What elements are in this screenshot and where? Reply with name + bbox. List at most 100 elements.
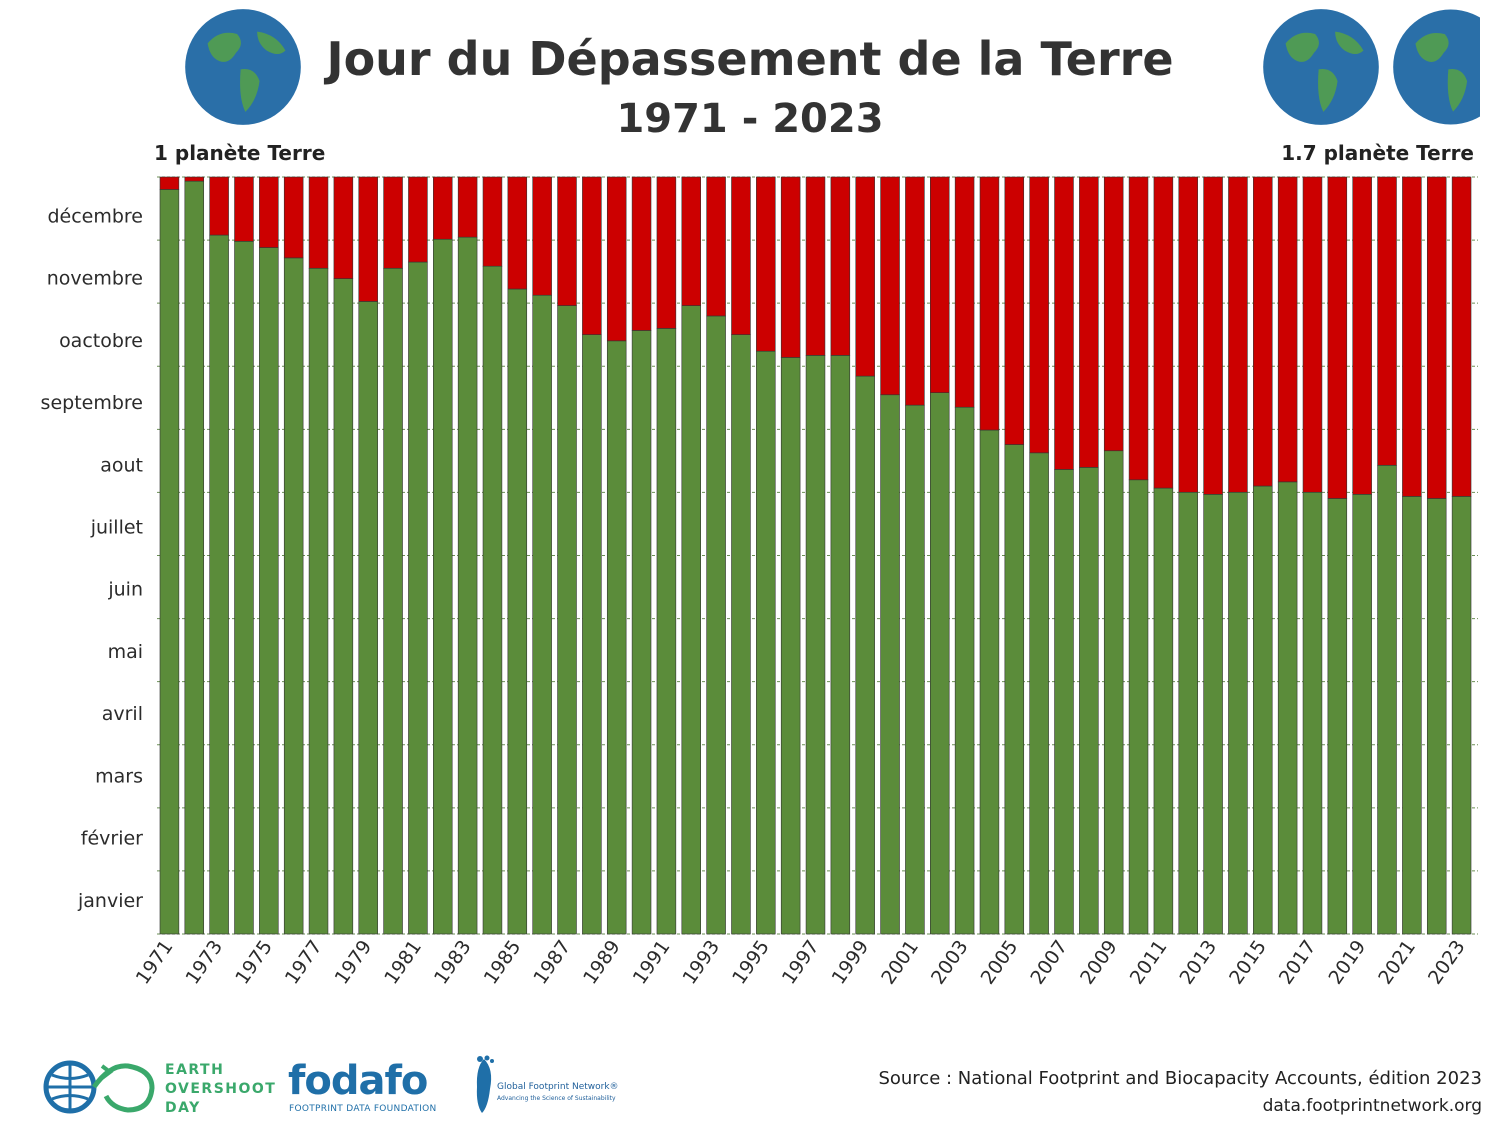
bar-green-1975 (259, 247, 279, 935)
bar-green-2023 (1451, 496, 1472, 935)
bar-red-2006 (1029, 176, 1049, 454)
bar-red-2013 (1203, 176, 1223, 495)
bar-green-1982 (433, 238, 453, 935)
bar-green-2008 (1079, 467, 1099, 935)
bar-green-1990 (631, 330, 652, 935)
bar-green-2019 (1352, 494, 1372, 935)
bar-green-1995 (756, 350, 776, 935)
x-tick-label: 1983 (430, 936, 476, 988)
x-tick-label: 1975 (231, 936, 277, 988)
bar-green-1983 (457, 236, 478, 935)
bar-red-2015 (1253, 176, 1273, 487)
bar-red-1981 (408, 176, 428, 263)
x-tick-label: 2019 (1325, 936, 1371, 988)
earth-overshoot-day-logo-icon (43, 1060, 155, 1114)
bar-red-1989 (606, 176, 627, 342)
bar-green-1972 (184, 180, 205, 935)
bar-green-1993 (706, 315, 726, 935)
bar-red-1985 (507, 176, 528, 290)
partial-earth-globe-icon (1393, 9, 1480, 125)
left-planet-note: 1 planète Terre (154, 141, 326, 165)
x-tick-label: 1997 (778, 936, 824, 988)
x-tick-label: 1973 (181, 936, 227, 988)
bar-red-1992 (681, 176, 701, 306)
y-tick-label: oactobre (59, 330, 143, 352)
fodafo-logo-subtitle: FOOTPRINT DATA FOUNDATION (289, 1104, 437, 1114)
bar-red-2018 (1327, 176, 1348, 499)
x-tick-label: 2017 (1275, 936, 1321, 988)
bar-red-1996 (780, 176, 801, 358)
x-tick-label: 1989 (579, 936, 625, 988)
bar-green-1974 (234, 240, 254, 935)
bar-red-1972 (184, 176, 205, 182)
bar-red-2005 (1004, 176, 1025, 445)
chart-title: Jour du Dépassement de la Terre (326, 32, 1174, 86)
x-tick-label: 1971 (132, 936, 178, 988)
y-tick-label: aout (100, 454, 143, 476)
fodafo-logo-text: fodafo (288, 1058, 428, 1104)
bar-green-2002 (930, 392, 950, 935)
bar-green-2012 (1178, 491, 1198, 935)
bar-green-2013 (1203, 494, 1223, 935)
bar-green-2005 (1004, 444, 1025, 935)
bar-green-2015 (1253, 485, 1273, 935)
bar-green-1987 (557, 305, 577, 935)
bar-red-2017 (1302, 176, 1323, 493)
bar-green-1999 (855, 375, 875, 935)
bar-green-1977 (308, 267, 329, 935)
gfn-logo-subtitle: Advancing the Science of Sustainability (497, 1095, 616, 1102)
bar-green-1976 (283, 257, 304, 935)
bar-green-1979 (358, 301, 378, 935)
bar-green-2003 (954, 406, 975, 935)
bar-red-2008 (1079, 176, 1099, 468)
bar-green-1998 (830, 355, 851, 935)
source-text: Source : National Footprint and Biocapac… (878, 1068, 1482, 1089)
y-tick-label: avril (102, 703, 143, 725)
bar-red-1982 (433, 176, 453, 240)
bar-red-1983 (457, 176, 478, 238)
x-tick-label: 1981 (380, 936, 426, 988)
bar-red-1979 (358, 176, 378, 302)
bar-green-2000 (880, 394, 900, 935)
bar-green-1973 (209, 234, 229, 935)
bar-red-1975 (259, 176, 279, 248)
bar-green-1980 (383, 267, 403, 935)
bar-red-2016 (1277, 176, 1298, 483)
bar-green-1989 (606, 340, 627, 935)
x-tick-label: 1991 (629, 936, 675, 988)
bar-green-2010 (1128, 479, 1149, 935)
gfn-logo-text: Global Footprint Network® (497, 1082, 619, 1092)
x-tick-label: 2013 (1175, 936, 1221, 988)
bar-red-1993 (706, 176, 726, 317)
bar-red-2011 (1153, 176, 1174, 489)
bar-red-1986 (532, 176, 552, 296)
x-tick-label: 1999 (828, 936, 874, 988)
bar-red-1999 (855, 176, 875, 377)
bar-red-1990 (631, 176, 652, 331)
bar-red-2021 (1402, 176, 1422, 497)
bar-green-2006 (1029, 452, 1049, 935)
x-tick-label: 2021 (1374, 936, 1420, 988)
y-tick-label: janvier (77, 890, 143, 912)
bar-green-2020 (1377, 464, 1397, 935)
bar-red-2000 (880, 176, 900, 396)
x-tick-label: 2003 (927, 936, 973, 988)
y-tick-label: juillet (90, 517, 143, 539)
bar-green-1992 (681, 305, 701, 935)
earth-overshoot-day-logo-text: EARTH OVERSHOOT DAY (165, 1062, 277, 1116)
chart-subtitle: 1971 - 2023 (616, 96, 884, 142)
bar-green-2018 (1327, 498, 1348, 935)
bar-green-2017 (1302, 491, 1323, 935)
source-url: data.footprintnetwork.org (1262, 1096, 1482, 1116)
bar-green-2016 (1277, 481, 1298, 935)
bar-red-1998 (830, 176, 851, 356)
bar-green-2011 (1153, 487, 1174, 935)
bar-red-2002 (930, 176, 950, 393)
x-tick-label: 2023 (1424, 936, 1470, 988)
bar-red-1974 (234, 176, 254, 242)
x-tick-label: 1977 (281, 936, 327, 988)
bar-red-2019 (1352, 176, 1372, 495)
bar-red-2012 (1178, 176, 1198, 493)
bar-red-2010 (1128, 176, 1149, 481)
